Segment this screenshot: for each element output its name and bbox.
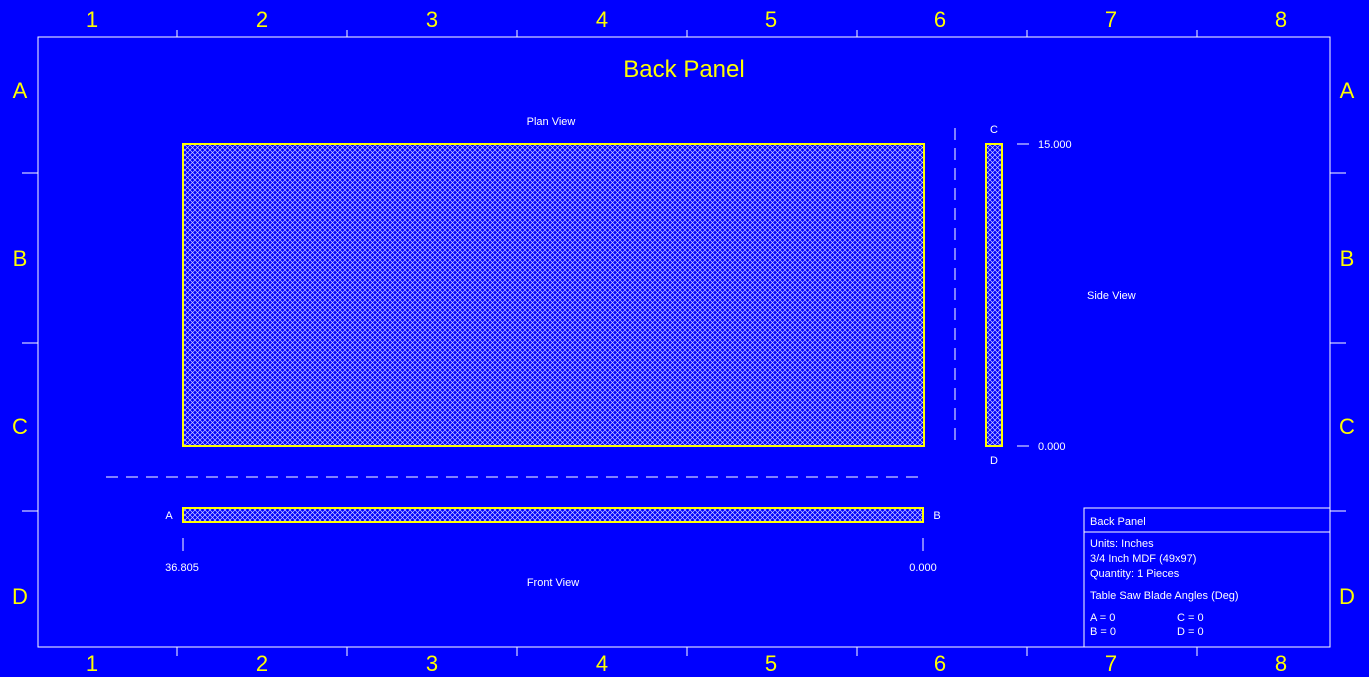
front-dim-right-value: 0.000 xyxy=(909,562,937,574)
zone-col-bottom-3: 3 xyxy=(426,651,438,676)
zone-col-top-6: 6 xyxy=(934,7,946,32)
zone-col-top-1: 1 xyxy=(86,7,98,32)
zone-row-right-b: B xyxy=(1340,246,1355,271)
zone-col-top-2: 2 xyxy=(256,7,268,32)
plan-view-label: Plan View xyxy=(527,116,576,128)
zone-col-top-3: 3 xyxy=(426,7,438,32)
sheet-title: Back Panel xyxy=(623,56,744,83)
zone-row-left-a: A xyxy=(13,78,28,103)
side-edge-c-label: C xyxy=(990,124,998,136)
zone-row-right-a: A xyxy=(1340,78,1355,103)
title-block-angle-b: B = 0 xyxy=(1090,626,1116,638)
zone-row-right-c: C xyxy=(1339,414,1355,439)
title-block-material: 3/4 Inch MDF (49x97) xyxy=(1090,553,1196,565)
zone-row-left-c: C xyxy=(12,414,28,439)
side-dim-top-value: 15.000 xyxy=(1038,139,1072,151)
zone-row-right-d: D xyxy=(1339,584,1355,609)
front-edge-b-label: B xyxy=(933,510,940,522)
zone-col-top-7: 7 xyxy=(1105,7,1117,32)
title-block-quantity: Quantity: 1 Pieces xyxy=(1090,568,1180,580)
title-block-name: Back Panel xyxy=(1090,516,1146,528)
inner-border xyxy=(37,36,1331,648)
title-block-angle-a: A = 0 xyxy=(1090,612,1115,624)
front-view-label: Front View xyxy=(527,577,579,589)
zone-col-bottom-6: 6 xyxy=(934,651,946,676)
side-view-label: Side View xyxy=(1087,290,1136,302)
side-view-panel xyxy=(985,143,1003,447)
zone-col-top-5: 5 xyxy=(765,7,777,32)
front-dim-left-value: 36.805 xyxy=(165,562,199,574)
title-block-angle-c: C = 0 xyxy=(1177,612,1204,624)
title-block: Back Panel Units: Inches 3/4 Inch MDF (4… xyxy=(1083,507,1331,648)
zone-col-bottom-2: 2 xyxy=(256,651,268,676)
side-edge-d-label: D xyxy=(990,455,998,467)
zone-col-top-4: 4 xyxy=(596,7,608,32)
zone-col-bottom-4: 4 xyxy=(596,651,608,676)
zone-row-left-d: D xyxy=(12,584,28,609)
front-edge-a-label: A xyxy=(165,510,173,522)
zone-col-bottom-8: 8 xyxy=(1275,651,1287,676)
side-dim-bottom-value: 0.000 xyxy=(1038,441,1066,453)
title-block-angles-heading: Table Saw Blade Angles (Deg) xyxy=(1090,590,1239,602)
zone-col-bottom-5: 5 xyxy=(765,651,777,676)
title-block-angle-d: D = 0 xyxy=(1177,626,1204,638)
zone-col-bottom-1: 1 xyxy=(86,651,98,676)
plan-view-panel xyxy=(182,143,925,447)
title-block-units: Units: Inches xyxy=(1090,538,1154,550)
zone-col-top-8: 8 xyxy=(1275,7,1287,32)
front-view-panel xyxy=(182,507,924,523)
zone-col-bottom-7: 7 xyxy=(1105,651,1117,676)
zone-ticks xyxy=(22,30,1346,656)
zone-row-left-b: B xyxy=(13,246,28,271)
